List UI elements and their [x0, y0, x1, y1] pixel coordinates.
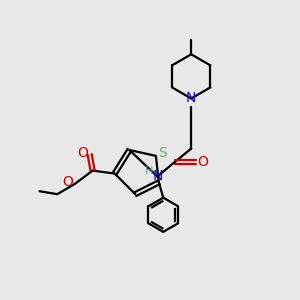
Text: O: O: [62, 176, 73, 189]
Text: S: S: [158, 146, 167, 160]
Text: N: N: [152, 169, 163, 184]
Text: O: O: [78, 146, 88, 160]
Text: O: O: [198, 155, 208, 169]
Text: N: N: [186, 92, 196, 106]
Text: H: H: [145, 166, 153, 176]
